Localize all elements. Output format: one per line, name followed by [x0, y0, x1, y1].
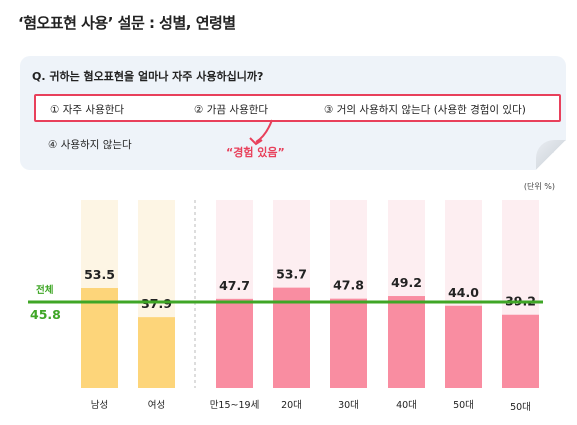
data-label: 47.8 — [333, 278, 364, 293]
category-label: 40대 — [396, 400, 417, 411]
bar — [388, 296, 425, 388]
question-text: Q. 귀하는 혐오표현을 얼마나 자주 사용하십니까? — [32, 70, 264, 83]
page-title: ‘혐오표현 사용’ 설문 : 성별, 연령별 — [18, 14, 236, 32]
total-value-label: 45.8 — [30, 307, 61, 322]
bar — [138, 317, 175, 388]
option-4: ④ 사용하지 않는다 — [48, 139, 132, 151]
bar — [273, 287, 310, 388]
unit-label: (단위 %) — [523, 182, 555, 191]
option-2: ② 가끔 사용한다 — [194, 104, 269, 116]
experience-label: “경험 있음” — [226, 146, 285, 159]
option-3: ③ 거의 사용하지 않는다 (사용한 경험이 있다) — [324, 104, 526, 116]
category-label: 만15~19세 — [210, 400, 260, 411]
question-box: Q. 귀하는 혐오표현을 얼마나 자주 사용하십니까? ① 자주 사용한다 ② … — [20, 56, 566, 170]
bar — [81, 288, 118, 388]
bar — [502, 314, 539, 388]
data-label: 49.2 — [391, 275, 422, 290]
category-label: 남성 — [91, 400, 108, 411]
bar — [216, 298, 253, 388]
data-label: 53.5 — [84, 267, 115, 282]
data-label: 47.7 — [219, 278, 250, 293]
experience-options-box: ① 자주 사용한다 ② 가끔 사용한다 ③ 거의 사용하지 않는다 (사용한 경… — [34, 94, 561, 122]
category-label: 50대 — [510, 402, 531, 413]
total-label: 전체 — [36, 284, 53, 296]
data-label: 37.9 — [141, 296, 172, 311]
option-1: ① 자주 사용한다 — [50, 104, 125, 116]
category-label: 30대 — [338, 400, 359, 411]
category-label: 50대 — [453, 400, 474, 411]
arrow-icon — [249, 119, 273, 146]
category-label: 여성 — [148, 399, 165, 411]
page-curl-decoration — [536, 140, 566, 170]
data-label: 53.7 — [276, 267, 307, 282]
category-label: 20대 — [281, 400, 302, 411]
bar — [330, 298, 367, 388]
bar — [445, 305, 482, 388]
data-label: 44.0 — [448, 285, 479, 300]
